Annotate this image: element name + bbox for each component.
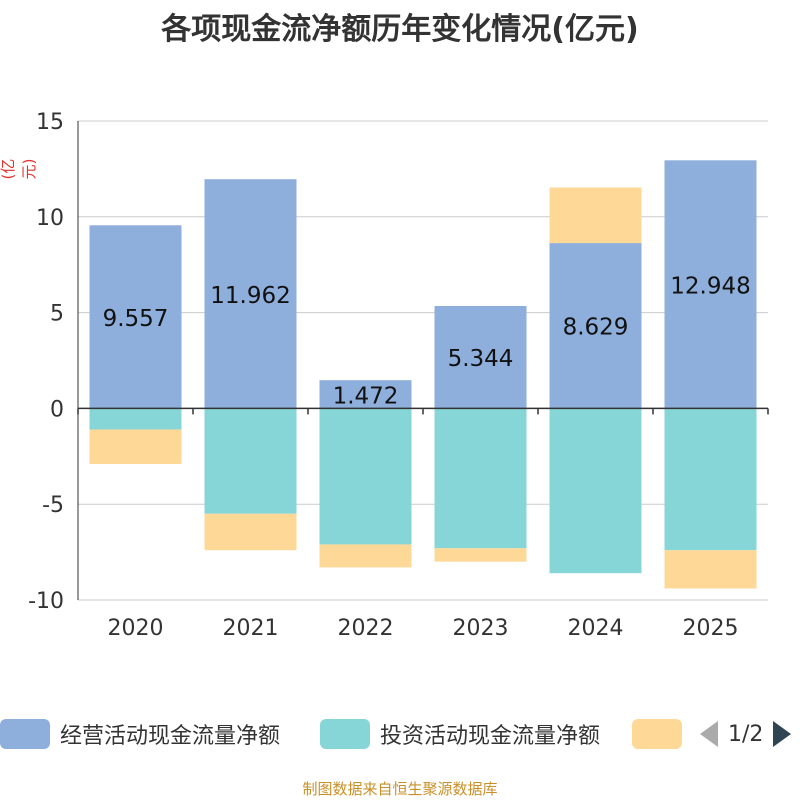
y-tick-label: -5 <box>42 493 64 518</box>
bar-segment-series-1 <box>549 408 642 574</box>
chart-title: 各项现金流净额历年变化情况(亿元) <box>161 12 639 47</box>
bar-segment-series-2 <box>549 187 642 244</box>
bar-data-label: 8.629 <box>563 315 629 341</box>
bar-segment-series-1 <box>204 408 297 514</box>
bar-segment-series-1 <box>319 408 412 545</box>
bar-segment-series-2 <box>319 544 412 568</box>
legend-page-indicator: 1/2 <box>728 721 764 747</box>
bar-segment-series-1 <box>664 408 757 551</box>
x-category-label: 2025 <box>683 616 739 641</box>
bar-segment-series-2 <box>664 550 757 589</box>
bar-segment-series-2 <box>204 513 297 551</box>
y-tick-label: 10 <box>36 206 64 231</box>
bar-segment-series-0 <box>319 380 412 409</box>
bar-segment-series-0 <box>434 306 527 409</box>
y-tick-label: 0 <box>50 397 64 422</box>
x-category-label: 2021 <box>223 616 279 641</box>
bar-segment-series-1 <box>89 408 182 430</box>
data-source-note: 制图数据来自恒生聚源数据库 <box>302 780 498 798</box>
bar-segment-series-2 <box>89 429 182 464</box>
bar-data-label: 11.962 <box>210 283 290 309</box>
bar-segment-series-1 <box>434 408 527 549</box>
bar-data-label: 5.344 <box>448 346 514 372</box>
y-tick-label: 5 <box>50 302 64 327</box>
legend-swatch-investing <box>320 719 370 749</box>
bar-segment-series-2 <box>434 548 527 562</box>
bar-segment-series-0 <box>664 160 757 409</box>
legend-swatch-operating <box>0 719 50 749</box>
bar-data-label: 9.557 <box>103 306 169 332</box>
legend-item-operating[interactable]: 经营活动现金流量净额 <box>0 714 280 754</box>
bar-segment-series-0 <box>89 225 182 409</box>
bar-data-label: 12.948 <box>670 273 750 299</box>
legend-next-page-icon[interactable] <box>773 721 792 747</box>
legend-item-investing[interactable]: 投资活动现金流量净额 <box>320 714 600 754</box>
y-tick-label: 15 <box>36 110 64 135</box>
x-category-label: 2020 <box>108 616 164 641</box>
legend-item-financing[interactable] <box>632 714 692 754</box>
y-tick-label: -10 <box>28 589 64 614</box>
bar-data-label: 1.472 <box>333 383 399 409</box>
bar-segment-series-0 <box>549 243 642 409</box>
legend-label-operating: 经营活动现金流量净额 <box>60 724 281 749</box>
legend: 经营活动现金流量净额 投资活动现金流量净额 1/2 <box>0 714 800 754</box>
legend-swatch-financing <box>632 719 682 749</box>
x-category-label: 2024 <box>568 616 624 641</box>
legend-pager: 1/2 <box>700 714 792 754</box>
bar-segment-series-0 <box>204 179 297 409</box>
x-category-label: 2023 <box>453 616 509 641</box>
legend-prev-page-icon[interactable] <box>700 721 718 747</box>
legend-label-investing: 投资活动现金流量净额 <box>380 724 601 749</box>
x-category-label: 2022 <box>338 616 394 641</box>
